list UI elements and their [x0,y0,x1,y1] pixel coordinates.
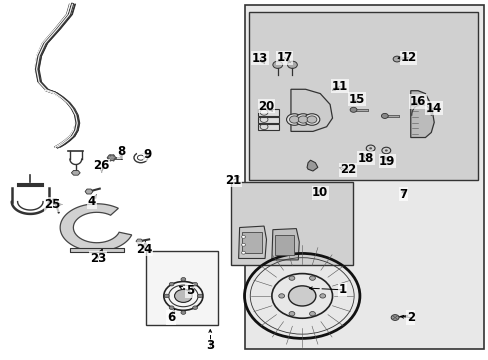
Text: 23: 23 [89,252,106,265]
Polygon shape [290,89,332,131]
Circle shape [197,294,202,298]
Text: 18: 18 [357,152,373,165]
Circle shape [192,282,197,286]
Circle shape [181,311,185,314]
Circle shape [174,289,192,302]
Text: 2: 2 [406,311,414,324]
Text: 11: 11 [331,80,347,93]
Text: 25: 25 [44,198,61,211]
Polygon shape [107,155,116,161]
Bar [258,109,278,116]
Circle shape [384,149,387,152]
Text: 7: 7 [399,188,407,201]
Circle shape [241,243,245,246]
Polygon shape [51,199,58,203]
Circle shape [298,116,307,123]
Bar [245,5,483,349]
Text: 24: 24 [136,243,152,256]
Circle shape [304,114,319,125]
Circle shape [309,311,315,316]
Circle shape [390,315,398,320]
Text: 10: 10 [311,186,328,199]
Circle shape [349,107,356,112]
Text: 3: 3 [206,339,214,352]
Text: 8: 8 [117,145,125,158]
Text: 9: 9 [143,148,151,161]
Bar [230,182,352,265]
Circle shape [392,56,400,62]
Circle shape [288,286,315,306]
Text: 17: 17 [276,51,292,64]
Circle shape [169,282,174,286]
Text: 13: 13 [251,52,268,65]
Polygon shape [271,229,299,260]
Text: 14: 14 [425,102,442,114]
Polygon shape [60,204,131,251]
Circle shape [272,61,282,68]
Circle shape [368,147,371,149]
Text: 16: 16 [409,95,426,108]
Text: 15: 15 [348,93,365,105]
Bar [145,251,218,325]
Text: 6: 6 [167,311,175,324]
Circle shape [295,114,310,125]
Text: 19: 19 [378,155,395,168]
Circle shape [278,294,284,298]
Circle shape [241,251,245,254]
Bar [258,117,278,123]
Polygon shape [71,170,80,175]
Text: 21: 21 [225,174,242,186]
Text: 26: 26 [93,159,110,172]
Bar [274,235,294,255]
Polygon shape [85,189,93,194]
Circle shape [181,278,185,281]
Polygon shape [238,226,266,258]
Circle shape [309,276,315,280]
Circle shape [286,114,302,125]
Bar [242,232,261,253]
Circle shape [241,235,245,238]
Circle shape [289,116,299,123]
Polygon shape [410,91,433,138]
Polygon shape [306,160,317,171]
Circle shape [287,61,297,68]
Polygon shape [136,239,142,243]
Circle shape [306,116,316,123]
Circle shape [288,311,294,316]
Circle shape [164,294,169,298]
Text: 22: 22 [339,163,356,176]
Bar [258,124,278,130]
Text: 20: 20 [258,100,274,113]
Circle shape [192,306,197,310]
Text: 5: 5 [185,284,193,297]
Bar [249,12,477,180]
Text: 1: 1 [338,283,346,296]
Text: 4: 4 [88,195,96,208]
Circle shape [319,294,325,298]
Circle shape [381,113,387,118]
Text: 12: 12 [399,51,416,64]
Circle shape [288,276,294,280]
Circle shape [169,306,174,310]
